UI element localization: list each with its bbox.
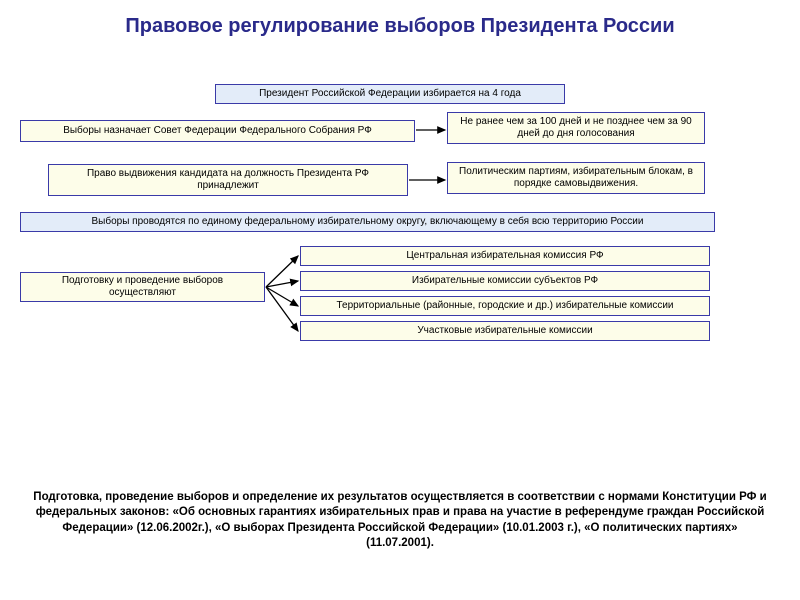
box-deadline: Не ранее чем за 100 дней и не позднее че…: [447, 112, 705, 144]
box-commission-territorial: Территориальные (районные, городские и д…: [300, 296, 710, 316]
box-nomination-label: Право выдвижения кандидата на должность …: [55, 168, 401, 192]
page-title: Правовое регулирование выборов Президент…: [0, 0, 800, 47]
box-district: Выборы проводятся по единому федеральном…: [20, 212, 715, 232]
box-commission-central-label: Центральная избирательная комиссия РФ: [406, 250, 603, 262]
footer-text: Подготовка, проведение выборов и определ…: [30, 490, 770, 552]
box-commission-precinct: Участковые избирательные комиссии: [300, 321, 710, 341]
box-conduct: Подготовку и проведение выборов осуществ…: [20, 272, 265, 302]
box-commission-precinct-label: Участковые избирательные комиссии: [417, 325, 592, 337]
box-appoint-label: Выборы назначает Совет Федерации Федерал…: [63, 125, 372, 137]
box-parties-label: Политическим партиям, избирательным блок…: [454, 166, 698, 190]
box-commission-central: Центральная избирательная комиссия РФ: [300, 246, 710, 266]
box-parties: Политическим партиям, избирательным блок…: [447, 162, 705, 194]
box-conduct-label: Подготовку и проведение выборов осуществ…: [27, 275, 258, 299]
box-district-label: Выборы проводятся по единому федеральном…: [92, 216, 644, 228]
box-appoint: Выборы назначает Совет Федерации Федерал…: [20, 120, 415, 142]
box-commission-territorial-label: Территориальные (районные, городские и д…: [336, 300, 673, 312]
box-commission-subject-label: Избирательные комиссии субъектов РФ: [412, 275, 598, 287]
box-term-label: Президент Российской Федерации избираетс…: [259, 88, 521, 100]
box-deadline-label: Не ранее чем за 100 дней и не позднее че…: [454, 116, 698, 140]
box-commission-subject: Избирательные комиссии субъектов РФ: [300, 271, 710, 291]
box-term: Президент Российской Федерации избираетс…: [215, 84, 565, 104]
box-nomination: Право выдвижения кандидата на должность …: [48, 164, 408, 196]
